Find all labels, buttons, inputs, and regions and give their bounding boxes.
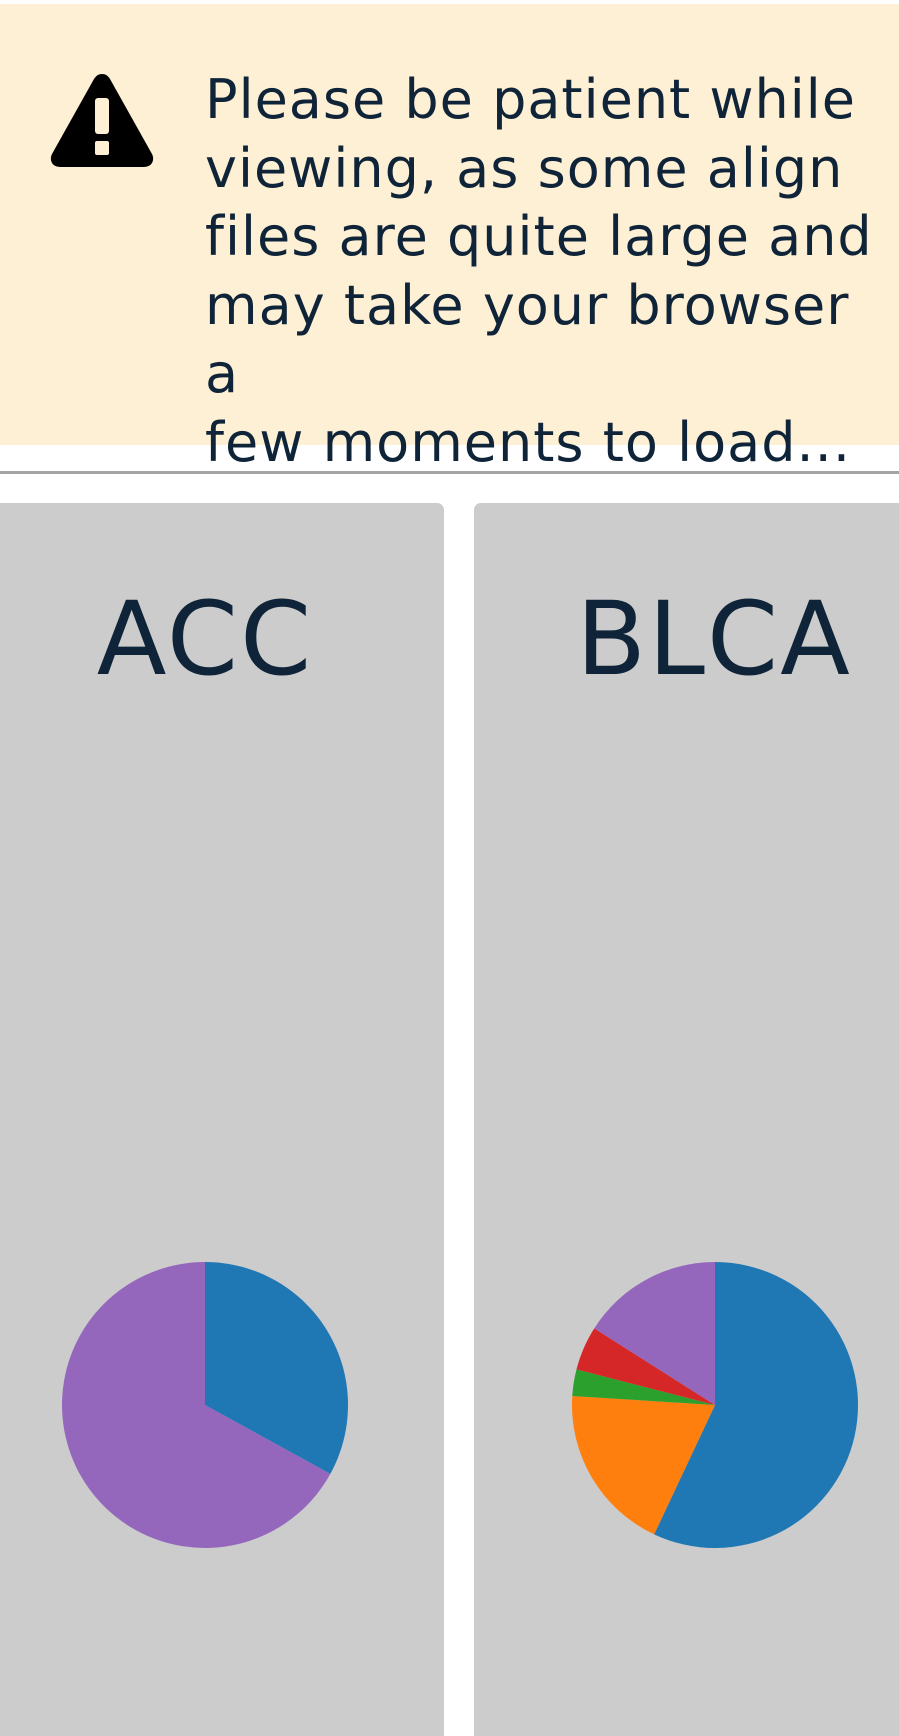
- pie-chart-acc[interactable]: [62, 1262, 348, 1548]
- warning-triangle-icon: [50, 74, 154, 167]
- notice-banner: Please be patient while viewing, as some…: [0, 4, 899, 474]
- card-title-acc: ACC: [96, 580, 314, 699]
- card-title-blca: BLCA: [576, 580, 852, 699]
- pie-slice-0-0[interactable]: [205, 1262, 348, 1474]
- pie-slice-1-1[interactable]: [572, 1396, 715, 1535]
- pie-chart-blca[interactable]: [572, 1262, 858, 1548]
- divider: [0, 471, 899, 474]
- pie-slice-1-4[interactable]: [594, 1262, 715, 1405]
- pie-slice-1-2[interactable]: [572, 1369, 715, 1405]
- notice-text: Please be patient while viewing, as some…: [205, 68, 873, 474]
- pie-slice-0-1[interactable]: [62, 1262, 331, 1548]
- pie-slice-1-0[interactable]: [654, 1262, 858, 1548]
- pie-slice-1-3[interactable]: [576, 1328, 715, 1405]
